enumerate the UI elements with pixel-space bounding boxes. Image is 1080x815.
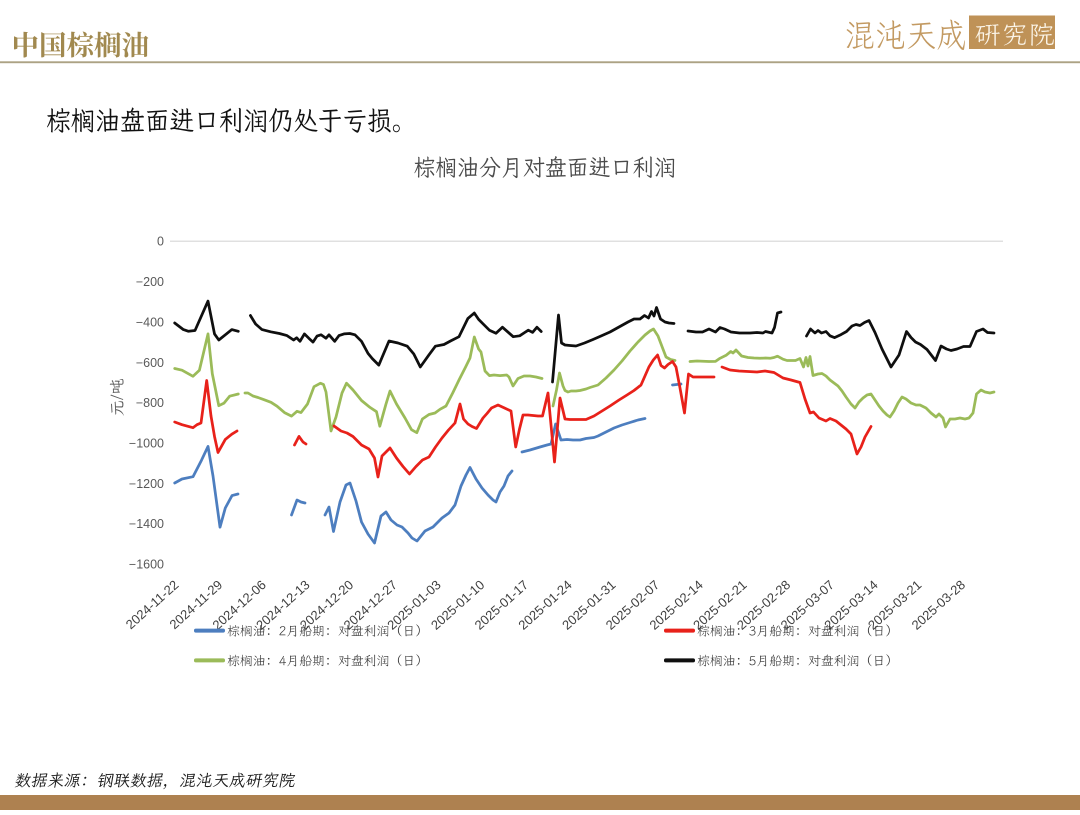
- svg-text:−400: −400: [136, 315, 164, 329]
- svg-text:−1600: −1600: [129, 558, 164, 572]
- svg-text:−1000: −1000: [129, 437, 164, 451]
- svg-text:−800: −800: [136, 396, 164, 410]
- svg-text:−200: −200: [136, 275, 164, 289]
- svg-text:−600: −600: [136, 356, 164, 370]
- svg-text:0: 0: [157, 235, 164, 249]
- svg-text:−1200: −1200: [129, 477, 164, 491]
- svg-text:−1400: −1400: [129, 517, 164, 531]
